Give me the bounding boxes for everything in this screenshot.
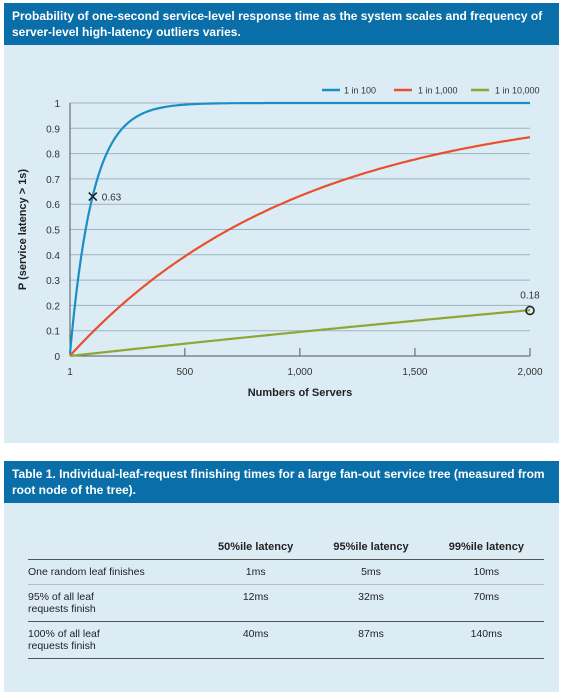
y-axis-label: P (service latency > 1s) [17,169,29,291]
y-tick-label: 1 [54,99,60,110]
annotation-marker-o [525,305,535,316]
chart-title: Probability of one-second service-level … [4,3,559,45]
chart-panel: Probability of one-second service-level … [4,3,559,443]
row-label: 95% of all leaf requests finish [28,584,198,622]
table-cell: 12ms [198,584,314,622]
x-tick-label: 1,000 [287,367,312,378]
row-label: 100% of all leaf requests finish [28,621,198,659]
annotation-label: 0.18 [520,290,540,301]
annotation-marker-x [88,192,98,202]
table-row: One random leaf finishes 1ms 5ms 10ms [28,559,544,585]
y-tick-label: 0.3 [46,276,60,287]
table-title: Table 1. Individual-leaf-request finishi… [4,461,559,503]
y-tick-label: 0.8 [46,150,60,161]
table-cell: 32ms [313,584,429,622]
table-panel: Table 1. Individual-leaf-request finishi… [4,461,559,692]
y-tick-label: 0.6 [46,200,60,211]
table-row: 95% of all leaf requests finish 12ms 32m… [28,584,544,622]
table-cell: 140ms [428,621,544,659]
series-line [68,101,530,354]
y-tick-label: 0.7 [46,175,60,186]
y-tick-label: 0.2 [46,301,60,312]
x-tick-label: 500 [176,367,193,378]
series-line [69,136,531,357]
table-row: 100% of all leaf requests finish 40ms 87… [28,621,544,659]
table-cell: 1ms [198,559,314,585]
table-cell: 40ms [198,621,314,659]
y-tick-label: 0.9 [46,124,60,135]
latency-table: 50%ile latency 95%ile latency 99%ile lat… [28,541,544,659]
annotation-label: 0.63 [102,193,122,204]
row-label: One random leaf finishes [28,559,198,585]
x-tick-label: 1,500 [402,367,427,378]
table-header-empty [28,541,198,560]
series-line [69,309,531,358]
table-header-95: 95%ile latency [313,541,429,560]
y-tick-label: 0 [54,352,60,363]
legend-label: 1 in 1,000 [418,86,458,96]
y-tick-label: 0.1 [46,327,60,338]
table-cell: 5ms [313,559,429,585]
table-header-99: 99%ile latency [428,541,544,560]
table-cell: 87ms [313,621,429,659]
legend-label: 1 in 10,000 [495,86,540,96]
y-tick-label: 0.4 [46,251,60,262]
y-tick-label: 0.5 [46,226,60,237]
x-tick-label: 1 [67,367,73,378]
x-axis-label: Numbers of Servers [248,387,353,399]
line-chart: 0 0.1 0.2 0.3 0.4 0.5 0.6 0.7 0.8 0.9 1 1 500 1,000 1,… [17,86,543,400]
table-header-50: 50%ile latency [198,541,314,560]
x-tick-label: 2,000 [517,367,542,378]
table-cell: 70ms [428,584,544,622]
table-cell: 10ms [428,559,544,585]
legend-label: 1 in 100 [344,86,376,96]
